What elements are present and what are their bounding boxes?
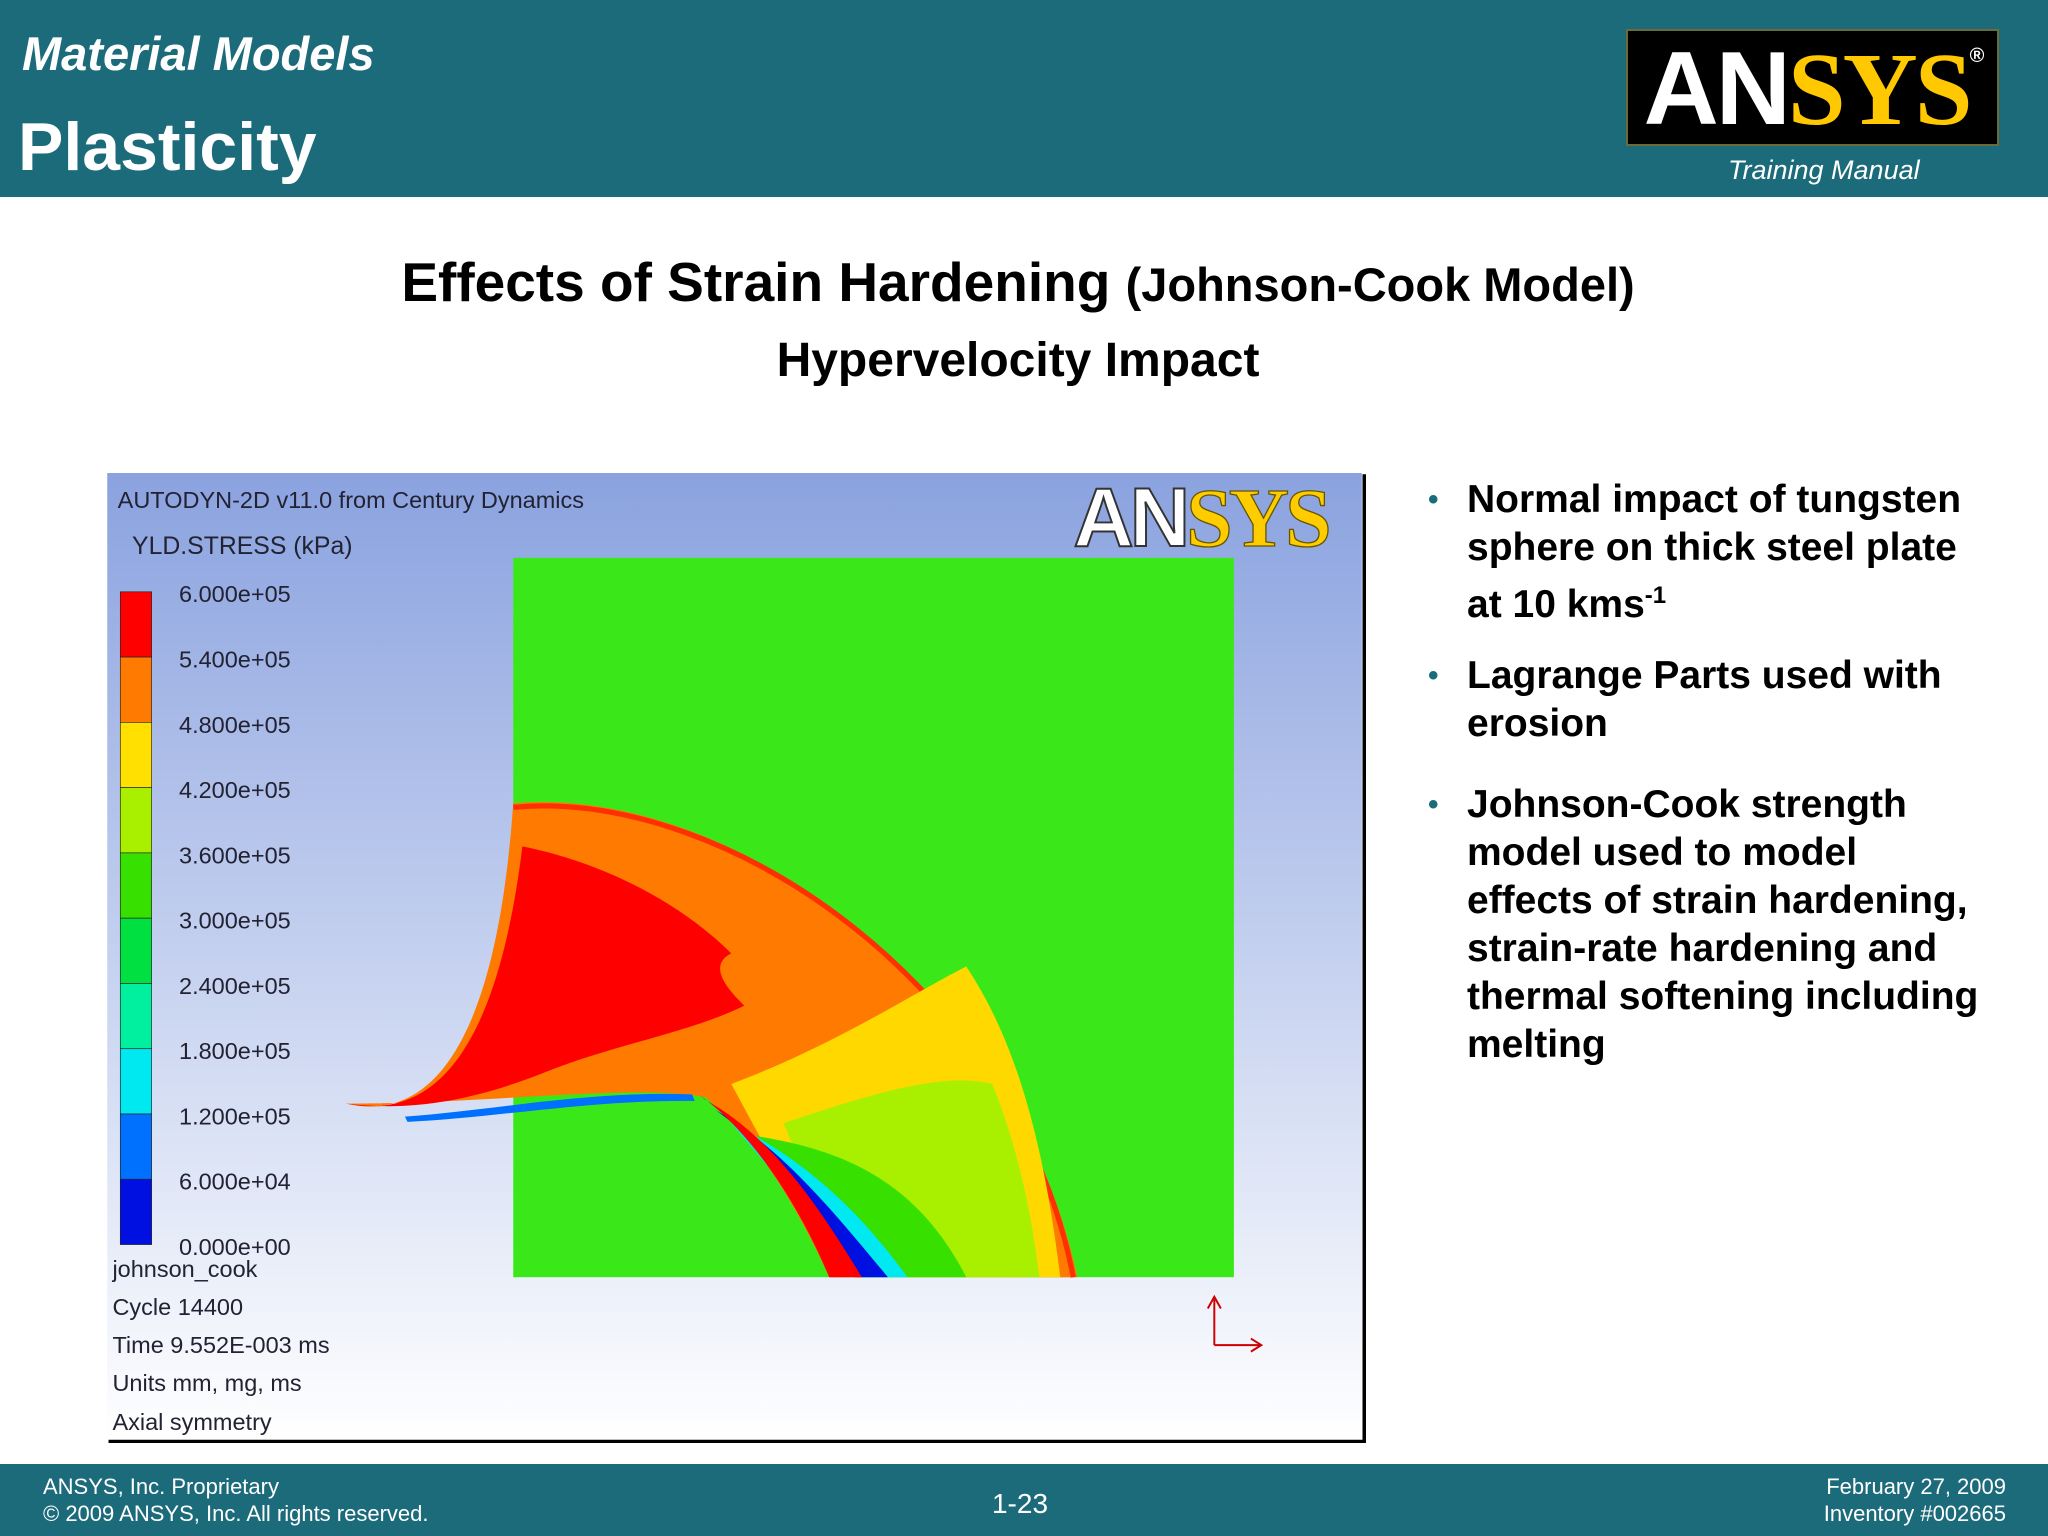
legend-swatch	[119, 787, 152, 854]
logo-text: SYS	[1186, 473, 1328, 565]
figure-logo: ANSYS	[1073, 473, 1328, 565]
legend-swatch	[119, 1178, 152, 1245]
bullet-text: Normal impact of tungsten sphere on thic…	[1467, 478, 1962, 626]
bullet-text: Johnson-Cook strength model used to mode…	[1467, 783, 1979, 1066]
bullet-item: Lagrange Parts used with erosion	[1428, 652, 1988, 748]
logo: ANSYS®	[1626, 29, 1999, 147]
info-block: johnson_cook Cycle 14400 Time 9.552E-003 m…	[111, 1256, 329, 1435]
footer-text: ANSYS, Inc. Proprietary	[43, 1474, 279, 1499]
logo-text: AN	[1073, 473, 1186, 564]
bullet-superscript: -1	[1644, 582, 1667, 609]
legend-label: 0.000e+00	[179, 1234, 291, 1260]
logo-text: AN	[1643, 31, 1791, 147]
plume-green	[757, 1136, 967, 1278]
footer-text: © 2009 ANSYS, Inc. All rights reserved.	[43, 1501, 429, 1526]
program-label: AUTODYN-2D v11.0 from Century Dynamics	[118, 487, 584, 513]
page-number: 1-23	[991, 1488, 1049, 1519]
legend-swatch	[119, 1048, 152, 1115]
logo-text: SYS	[1787, 32, 1973, 147]
legend-label: 6.000e+04	[179, 1169, 291, 1195]
footer-right: February 27, 2009 Inventory #002665	[1824, 1473, 2006, 1527]
info-line: Units mm, mg, ms	[112, 1370, 301, 1396]
info-line: Time 9.552E-003 ms	[112, 1332, 329, 1358]
axis-triad	[1206, 1294, 1264, 1353]
legend-label: 1.800e+05	[179, 1038, 291, 1064]
footer-text: Inventory #002665	[1823, 1501, 2006, 1526]
plume-lower-edge	[404, 1093, 695, 1122]
footer-bar: ANSYS, Inc. Proprietary © 2009 ANSYS, Inc…	[0, 1464, 2048, 1536]
legend-label: 3.600e+05	[179, 842, 291, 868]
figure-border	[108, 474, 1366, 1443]
legend-label: 4.800e+05	[179, 712, 291, 738]
slide-title: Effects of Strain Hardening (Johnson-Coo…	[0, 250, 2036, 314]
footer-text: February 27, 2009	[1826, 1474, 2006, 1499]
legend-swatch	[119, 983, 152, 1050]
legend-swatch	[119, 1113, 152, 1180]
plume-red	[346, 846, 745, 1107]
legend-swatch	[119, 917, 152, 984]
legend-swatch	[119, 656, 152, 723]
contour-plot	[346, 557, 1264, 1353]
slide-subtitle: Hypervelocity Impact	[776, 334, 1260, 387]
title-main: Effects of Strain Hardening	[401, 251, 1111, 313]
crater-edge	[698, 1094, 862, 1278]
color-legend: 6.000e+05 5.400e+05 4.800e+05 4.200e+05 3.60…	[119, 581, 291, 1260]
page-title: Plasticity	[18, 109, 317, 185]
simulation-figure: AUTODYN-2D v11.0 from Century Dynamics Y…	[107, 473, 1366, 1443]
bullet-item: Normal impact of tungsten sphere on thic…	[1428, 476, 1988, 629]
header-bar: Material Models Plasticity ANSYS® Traini…	[0, 0, 2048, 197]
legend-swatch	[119, 722, 152, 788]
legend-label: 4.200e+05	[179, 777, 291, 803]
bullet-text: Lagrange Parts used with erosion	[1467, 654, 1942, 745]
logo-caption: Training Manual	[1728, 155, 1920, 185]
bullet-item: Johnson-Cook strength model used to mode…	[1428, 781, 1988, 1069]
legend-swatch	[119, 852, 152, 919]
footer-left: ANSYS, Inc. Proprietary © 2009 ANSYS, Inc…	[43, 1473, 429, 1527]
legend-label: 5.400e+05	[179, 647, 291, 673]
info-line: Cycle 14400	[112, 1294, 243, 1320]
legend-label: 1.200e+05	[179, 1103, 291, 1129]
title-suffix: (Johnson-Cook Model)	[1125, 258, 1635, 311]
legend-label: 6.000e+05	[179, 581, 291, 607]
legend-label: 3.000e+05	[179, 908, 291, 934]
logo-mark: ®	[1969, 45, 1985, 67]
legend-label: 2.400e+05	[179, 973, 291, 999]
legend-swatch	[119, 591, 152, 658]
variable-label: YLD.STRESS (kPa)	[132, 533, 352, 560]
bullet-list: Normal impact of tungsten sphere on thic…	[1428, 476, 1988, 1092]
info-line: Axial symmetry	[112, 1409, 271, 1435]
section-title: Material Models	[22, 27, 375, 80]
info-line: johnson_cook	[111, 1256, 257, 1282]
